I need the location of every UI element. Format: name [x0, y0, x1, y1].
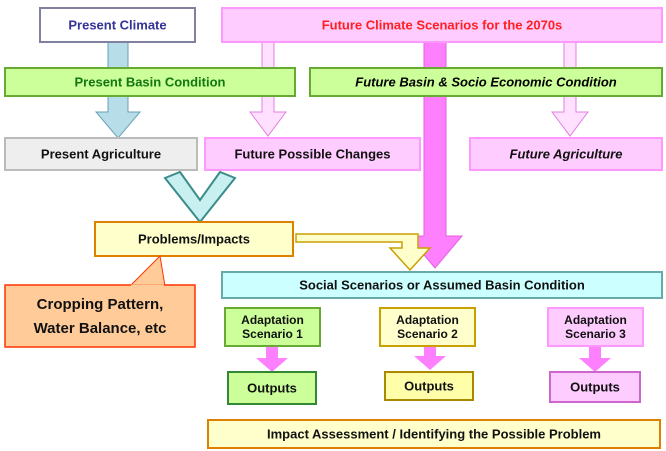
box-label: Present Agriculture — [41, 146, 161, 161]
box-label: Future Basin & Socio Economic Condition — [355, 74, 617, 89]
callout-pointer — [128, 254, 166, 287]
box-label: Social Scenarios or Assumed Basin Condit… — [299, 277, 585, 292]
box-label-line: Scenario 1 — [242, 327, 303, 341]
box — [469, 137, 663, 171]
arrow-out-1 — [256, 346, 288, 372]
box-label: Future Agriculture — [510, 146, 623, 161]
box-label: Outputs — [247, 380, 297, 395]
box-label: Problems/Impacts — [138, 231, 250, 246]
box — [39, 7, 196, 43]
box-label: Future Possible Changes — [234, 146, 390, 161]
box-label-line: Adaptation — [564, 313, 627, 327]
arrow-problems — [295, 233, 432, 272]
box — [204, 137, 421, 171]
box-label-line: Scenario 3 — [565, 327, 626, 341]
box-label-line: Water Balance, etc — [34, 320, 167, 337]
box — [379, 307, 476, 347]
box-label: Present Climate — [68, 17, 166, 32]
box — [4, 67, 296, 97]
box — [4, 284, 196, 348]
box — [221, 7, 663, 43]
box-label: Impact Assessment / Identifying the Poss… — [267, 426, 601, 441]
box — [207, 419, 661, 449]
box — [547, 307, 644, 347]
arrow-merge — [163, 170, 237, 224]
box-label-line: Adaptation — [241, 313, 304, 327]
box — [309, 67, 663, 97]
box-label-line: Scenario 2 — [397, 327, 458, 341]
box — [94, 221, 294, 257]
box — [221, 271, 663, 299]
box-label: Outputs — [570, 379, 620, 394]
box — [384, 371, 474, 401]
box-label-line: Adaptation — [396, 313, 459, 327]
arrow-out-3 — [579, 346, 611, 372]
box-label-line: Cropping Pattern, — [37, 296, 164, 313]
box — [224, 307, 321, 347]
box — [4, 137, 198, 171]
box — [227, 371, 317, 405]
box-label: Future Climate Scenarios for the 2070s — [322, 17, 563, 32]
boxes: Present Climate Future Climate Scenarios … — [4, 7, 663, 449]
box-label: Outputs — [404, 378, 454, 393]
box — [549, 371, 641, 403]
arrow-out-2 — [414, 346, 446, 370]
box-label: Present Basin Condition — [75, 74, 226, 89]
